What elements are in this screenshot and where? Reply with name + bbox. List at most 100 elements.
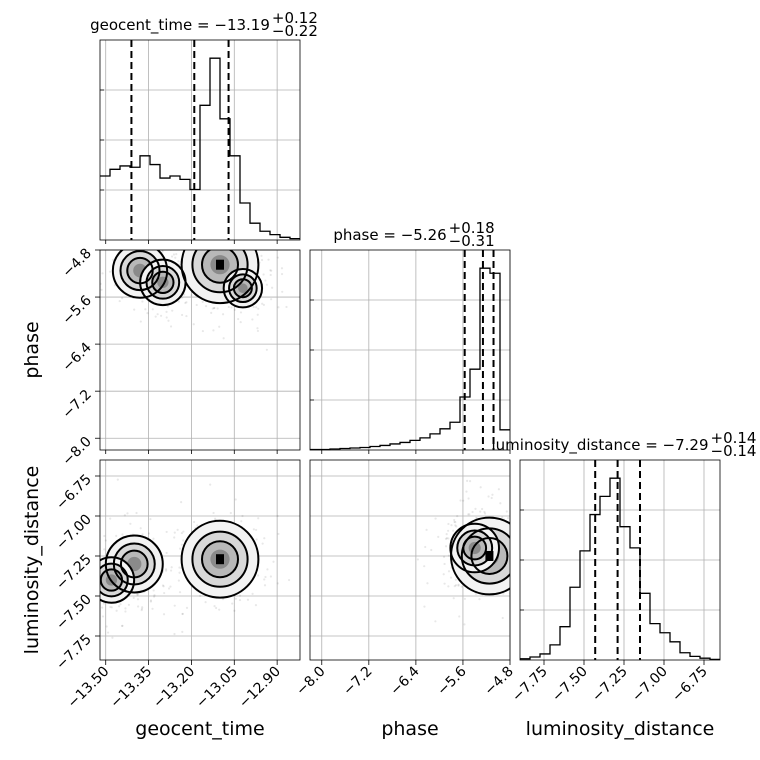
sample-point (443, 562, 446, 566)
sample-point (277, 306, 280, 309)
sample-point (257, 517, 260, 520)
sample-point (266, 568, 269, 571)
x-axis-label-geocent_time: geocent_time (135, 718, 264, 740)
title-text: luminosity_distance = −7.29 (491, 436, 708, 455)
sample-point (185, 314, 188, 318)
sample-point (452, 529, 455, 532)
sample-point (181, 313, 184, 317)
sample-point (173, 632, 176, 636)
sample-point (452, 597, 455, 600)
histogram-phase (310, 267, 510, 451)
sample-point (177, 579, 180, 582)
sample-point (235, 226, 237, 228)
sample-point (262, 303, 265, 306)
x-tick-label: −13.35 (107, 664, 155, 712)
sample-point (173, 536, 176, 539)
sample-point (101, 272, 104, 275)
contour-line (232, 278, 253, 299)
sample-point (233, 609, 236, 612)
sample-point (117, 605, 121, 608)
sample-point (463, 623, 466, 626)
sample-point (100, 288, 103, 291)
sample-point (213, 226, 215, 228)
sample-point (94, 581, 96, 583)
sample-point (179, 547, 182, 550)
histogram-geocent_time (100, 57, 300, 240)
sample-point (511, 541, 513, 543)
sample-point (93, 583, 95, 585)
sample-point (196, 247, 198, 249)
sample-point (264, 575, 267, 579)
sample-point (100, 282, 102, 285)
sample-point (170, 566, 173, 569)
sample-point (237, 317, 240, 321)
sample-point (204, 601, 207, 604)
sample-point (230, 306, 233, 309)
sample-point (169, 569, 173, 572)
sample-point (167, 587, 171, 590)
sample-point (516, 539, 518, 541)
x-tick-label: −6.4 (387, 663, 422, 698)
sample-point (98, 613, 100, 615)
sample-point (514, 584, 516, 586)
sample-point (525, 593, 527, 595)
sample-point (167, 245, 169, 247)
sample-point (165, 316, 168, 319)
sample-point (206, 233, 208, 235)
scatter-panel-geocent_time-luminosity_distance (90, 459, 301, 661)
sample-point (194, 244, 196, 246)
sample-point (121, 297, 124, 300)
sample-point (170, 255, 174, 258)
sample-point (269, 273, 272, 277)
sample-point (204, 305, 208, 308)
sample-point (514, 546, 516, 548)
sample-point (447, 570, 451, 573)
sample-point (182, 530, 185, 533)
sample-point (178, 566, 181, 569)
sample-point (454, 584, 458, 587)
sample-point (241, 514, 244, 518)
sample-point (103, 534, 106, 538)
sample-point (101, 615, 105, 618)
sample-point (445, 533, 448, 536)
sample-point (90, 593, 92, 595)
sample-point (216, 307, 219, 310)
sample-point (185, 606, 189, 609)
sample-point (121, 624, 124, 627)
y-tick-label: −7.00 (53, 512, 95, 554)
sample-point (162, 585, 165, 588)
sample-point (176, 528, 179, 531)
sample-point (150, 248, 152, 250)
sample-point (152, 537, 155, 540)
sample-point (514, 537, 516, 539)
sample-point (170, 233, 172, 235)
sample-point (523, 542, 525, 544)
x-tick-label: −12.90 (236, 664, 284, 712)
sample-point (180, 296, 184, 299)
sample-point (499, 502, 502, 505)
sample-point (127, 200, 129, 202)
contour-line (139, 258, 187, 307)
sample-point (263, 578, 266, 581)
sample-point (466, 479, 469, 482)
sample-point (234, 498, 237, 501)
sample-point (515, 592, 517, 594)
sample-point (239, 311, 243, 314)
contour-line (100, 568, 124, 592)
sample-point (173, 244, 175, 246)
sample-point (265, 283, 268, 286)
sample-point (212, 227, 214, 229)
sample-point (447, 554, 451, 557)
sample-point (205, 231, 207, 233)
sample-point (474, 507, 477, 510)
contour-line (180, 250, 260, 305)
sample-point (455, 525, 458, 528)
sample-point (423, 605, 426, 608)
sample-point (231, 602, 234, 605)
sample-point (524, 554, 526, 556)
sample-point (137, 244, 139, 246)
sample-point (208, 236, 210, 238)
title-upper-error: +0.14 (711, 429, 757, 447)
sample-point (136, 598, 140, 601)
sample-point (151, 308, 154, 311)
